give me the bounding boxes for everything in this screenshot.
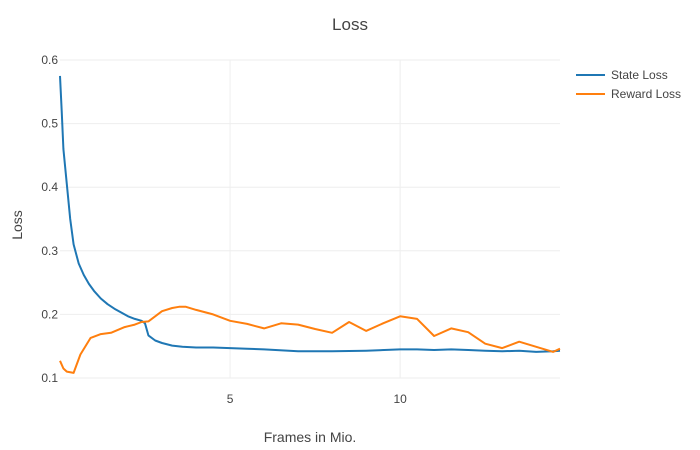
series-line-state-loss xyxy=(59,75,561,353)
y-tick-label: 0.1 xyxy=(41,371,58,385)
gridlines xyxy=(60,59,560,379)
y-tick-label: 0.2 xyxy=(41,307,58,321)
x-tick-label: 10 xyxy=(393,392,407,406)
y-tick-label: 0.5 xyxy=(41,117,58,131)
legend-item-state-loss[interactable]: State Loss xyxy=(576,68,668,82)
y-tick-labels: 0.1 0.2 0.3 0.4 0.5 0.6 xyxy=(41,53,58,385)
x-tick-labels: 5 10 xyxy=(227,392,407,406)
series-line-reward-loss xyxy=(59,305,561,374)
legend-label: Reward Loss xyxy=(611,87,681,101)
series-lines xyxy=(59,75,561,374)
legend-label: State Loss xyxy=(611,68,668,82)
chart-title: Loss xyxy=(332,15,368,34)
y-tick-label: 0.6 xyxy=(41,53,58,67)
legend-item-reward-loss[interactable]: Reward Loss xyxy=(576,87,681,101)
y-tick-label: 0.4 xyxy=(41,180,58,194)
y-axis-title: Loss xyxy=(9,210,25,240)
x-axis-title: Frames in Mio. xyxy=(264,429,357,445)
y-tick-label: 0.3 xyxy=(41,244,58,258)
x-tick-label: 5 xyxy=(227,392,234,406)
legend[interactable]: State Loss Reward Loss xyxy=(576,68,681,101)
